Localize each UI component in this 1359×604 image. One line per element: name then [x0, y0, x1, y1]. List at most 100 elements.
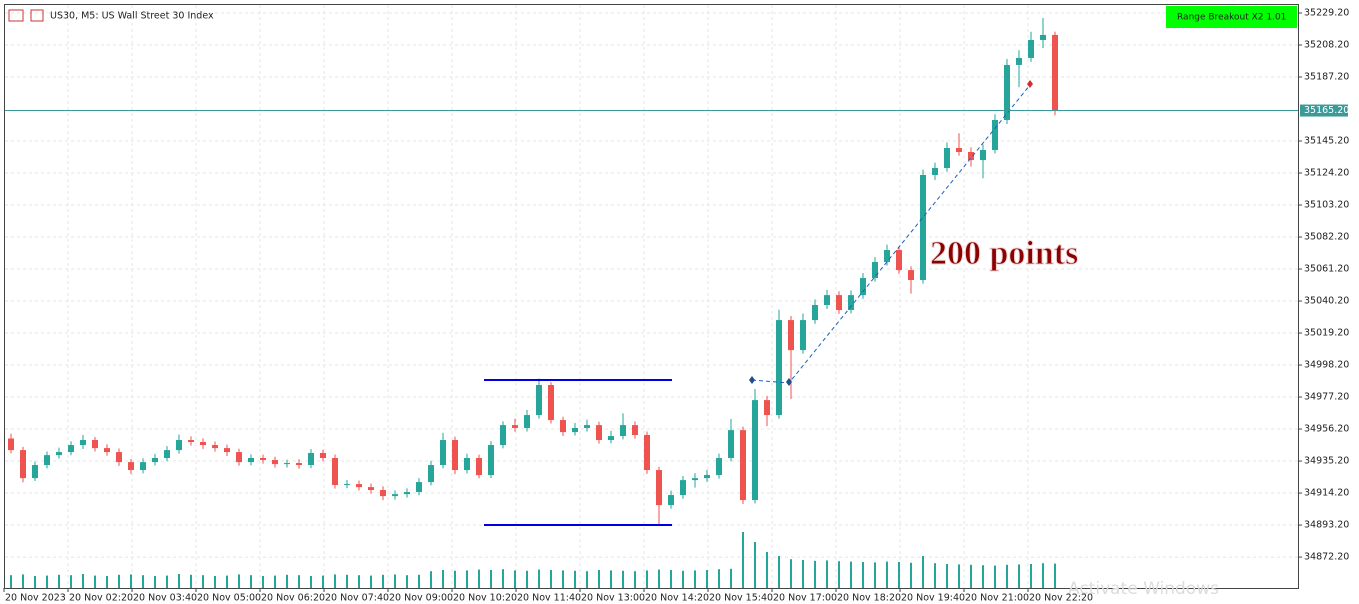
volume-bar	[238, 574, 240, 588]
candle-body	[224, 448, 230, 453]
volume-bar	[754, 542, 756, 588]
signal-marker	[749, 376, 755, 384]
candle-body	[20, 450, 26, 479]
volume-bar	[958, 564, 960, 588]
x-tick-label: 20 Nov 18:20	[837, 593, 901, 604]
candle-body	[440, 440, 446, 466]
candle-body	[92, 440, 98, 449]
candle-body	[356, 484, 362, 488]
volume-bar	[730, 568, 732, 588]
volume-bar	[862, 562, 864, 588]
candle-body	[1040, 34, 1046, 40]
candle-body	[512, 425, 518, 428]
volume-bar	[106, 576, 108, 588]
symbol-icons	[8, 9, 44, 22]
candle-body	[884, 249, 890, 263]
volume-bar	[1018, 564, 1020, 588]
volume-bar	[22, 574, 24, 588]
volume-bar	[802, 560, 804, 588]
candle-body	[824, 295, 830, 305]
signal-marker	[1027, 80, 1033, 88]
candle-body	[632, 425, 638, 435]
candle-body	[68, 445, 74, 453]
candle-body	[128, 462, 134, 471]
candle-body	[644, 434, 650, 471]
volume-bar	[994, 565, 996, 588]
y-tick-label: 35124.20	[1304, 168, 1349, 179]
volume-bar	[166, 575, 168, 588]
y-tick-label: 34872.20	[1304, 552, 1349, 563]
volume-bar	[526, 570, 528, 588]
volume-bar	[742, 532, 744, 588]
candle-body	[152, 458, 158, 463]
volume-bar	[670, 570, 672, 588]
candle-body	[1028, 39, 1034, 58]
candle-body	[260, 458, 266, 460]
candle-body	[1016, 57, 1022, 65]
candle-body	[104, 448, 110, 453]
candle-body	[716, 458, 722, 476]
volume-bar	[310, 576, 312, 588]
y-tick-label: 35061.20	[1304, 264, 1349, 275]
volume-bar	[586, 571, 588, 588]
candle-body	[980, 150, 986, 161]
volume-bar	[970, 564, 972, 588]
candle-body	[800, 320, 806, 351]
candle-body	[8, 438, 14, 451]
volume-bar	[10, 575, 12, 588]
candle-body	[608, 436, 614, 441]
volume-bar	[574, 570, 576, 588]
volume-bar	[1030, 564, 1032, 588]
volume-bar	[1054, 563, 1056, 588]
candle-body	[476, 458, 482, 476]
volume-bar	[466, 570, 468, 588]
volume-bar	[658, 569, 660, 588]
candle-body	[596, 425, 602, 441]
signal-marker	[786, 378, 792, 386]
volume-bar	[94, 575, 96, 588]
volume-bar	[34, 576, 36, 588]
top-border	[4, 4, 1299, 5]
volume-layer	[10, 532, 1056, 588]
candle-body	[848, 295, 854, 311]
x-tick-label: 20 Nov 07:40	[325, 593, 389, 604]
candle-body	[464, 458, 470, 471]
candle-body	[572, 427, 578, 433]
candle-body	[860, 278, 866, 296]
x-tick-label: 20 Nov 2023	[5, 593, 66, 604]
y-tick-label: 35019.20	[1304, 328, 1349, 339]
volume-bar	[478, 569, 480, 588]
candle-body	[584, 425, 590, 428]
x-tick-label: 20 Nov 17:00	[773, 593, 837, 604]
icon	[30, 9, 44, 22]
volume-bar	[1006, 564, 1008, 588]
candle-body	[176, 440, 182, 451]
candle-body	[992, 119, 998, 151]
volume-bar	[286, 574, 288, 588]
candle-body	[1052, 34, 1058, 111]
indicator-badge[interactable]	[1166, 6, 1297, 28]
x-tick-label: 20 Nov 13:00	[581, 593, 645, 604]
volume-bar	[190, 574, 192, 588]
volume-bar	[598, 570, 600, 588]
candle-body	[920, 175, 926, 281]
volume-bar	[514, 570, 516, 588]
candle-body	[704, 475, 710, 479]
volume-bar	[814, 560, 816, 588]
candle-body	[560, 420, 566, 433]
x-tick-label: 20 Nov 09:00	[389, 593, 453, 604]
candle-body	[80, 440, 86, 446]
candle-body	[944, 148, 950, 168]
candle-body	[380, 490, 386, 497]
candle-body	[524, 415, 530, 428]
candle-body	[728, 430, 734, 459]
candle-body	[428, 465, 434, 483]
volume-bar	[1042, 563, 1044, 588]
volume-bar	[274, 575, 276, 588]
indicator-label[interactable]: Range Breakout X2 1.01	[1177, 13, 1286, 23]
candle-body	[680, 480, 686, 496]
y-tick-label: 35187.20	[1304, 72, 1349, 83]
x-tick-label: 20 Nov 02:20	[69, 593, 133, 604]
volume-bar	[838, 561, 840, 588]
